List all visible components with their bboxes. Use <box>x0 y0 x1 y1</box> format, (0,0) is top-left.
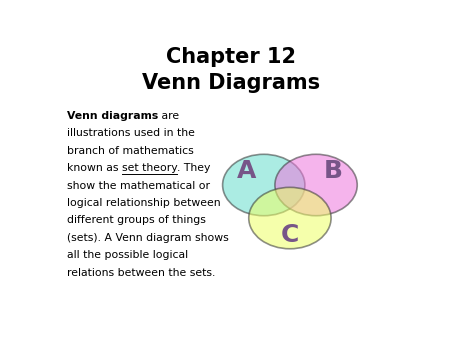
Text: all the possible logical: all the possible logical <box>67 250 188 260</box>
Text: known as: known as <box>67 163 122 173</box>
Text: A: A <box>237 160 256 184</box>
Text: illustrations used in the: illustrations used in the <box>67 128 194 138</box>
Text: C: C <box>281 223 299 247</box>
Circle shape <box>249 187 331 249</box>
Circle shape <box>223 154 305 216</box>
Circle shape <box>275 154 357 216</box>
Text: logical relationship between: logical relationship between <box>67 198 220 208</box>
Text: branch of mathematics: branch of mathematics <box>67 146 194 156</box>
Text: different groups of things: different groups of things <box>67 215 206 225</box>
Text: . They: . They <box>177 163 211 173</box>
Text: (sets). A Venn diagram shows: (sets). A Venn diagram shows <box>67 233 229 243</box>
Text: show the mathematical or: show the mathematical or <box>67 180 210 191</box>
Text: B: B <box>323 160 342 184</box>
Text: set theory: set theory <box>122 163 177 173</box>
Text: are: are <box>158 111 179 121</box>
Text: relations between the sets.: relations between the sets. <box>67 268 215 278</box>
Text: Venn diagrams: Venn diagrams <box>67 111 158 121</box>
Text: Chapter 12
Venn Diagrams: Chapter 12 Venn Diagrams <box>142 47 320 93</box>
